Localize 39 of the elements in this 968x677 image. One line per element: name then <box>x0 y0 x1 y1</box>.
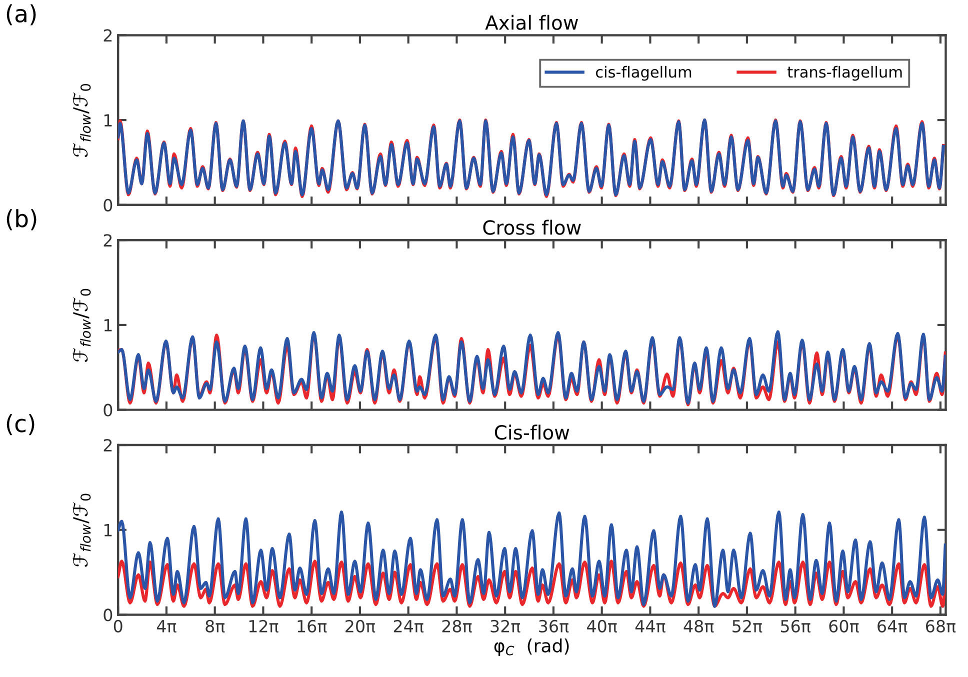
text: (a) <box>6 4 36 26</box>
x-tick-label: 56π <box>781 620 810 633</box>
y-tick-label: 1 <box>104 114 112 126</box>
x-tick-label: 40π <box>587 620 617 633</box>
y-tick-label: 2 <box>104 438 112 452</box>
legend-label: trans-flagellum <box>788 66 902 81</box>
chart-title: Cis-flow <box>494 424 570 440</box>
y-tick-label: 1 <box>104 524 112 536</box>
y-axis-title: ℱ$_{flow}$/ℱ$_{0}$ <box>72 288 91 362</box>
x-tick-label: 20π <box>346 620 376 633</box>
x-tick-label: 0 <box>114 620 122 632</box>
x-tick-label: 8π <box>206 620 225 633</box>
x-axis-title: φ$_{C}$ (rad) <box>494 638 569 656</box>
x-tick-label: 16π <box>298 620 327 633</box>
x-tick-label: 36π <box>539 620 569 633</box>
x-tick-label: 68π <box>926 620 956 633</box>
x-tick-label: 12π <box>249 620 278 633</box>
x-tick-label: 28π <box>442 620 472 633</box>
x-tick-label: 32π <box>490 620 520 633</box>
y-tick-label: 0 <box>104 608 112 622</box>
y-axis-title: ℱ$_{flow}$/ℱ$_{0}$ <box>72 494 91 567</box>
text: (c) <box>6 414 34 436</box>
legend-label: cis-flagellum <box>596 66 692 81</box>
chart-title: Axial flow <box>485 14 578 30</box>
y-tick-label: 2 <box>104 234 112 246</box>
x-tick-label: 52π <box>732 620 762 633</box>
y-tick-label: 0 <box>104 198 112 212</box>
y-axis-title: ℱ$_{flow}$/ℱ$_{0}$ <box>72 84 91 157</box>
text: (b) <box>6 209 36 230</box>
y-tick-label: 2 <box>104 29 112 42</box>
chart-title: Cross flow <box>483 220 581 235</box>
x-tick-label: 48π <box>684 620 714 633</box>
y-tick-label: 1 <box>104 319 112 332</box>
x-tick-label: 44π <box>635 620 666 633</box>
x-tick-label: 64π <box>878 620 908 633</box>
x-tick-label: 24π <box>394 620 424 633</box>
x-tick-label: 4π <box>156 620 176 633</box>
y-tick-label: 0 <box>104 404 112 416</box>
x-tick-label: 60π <box>829 620 859 633</box>
